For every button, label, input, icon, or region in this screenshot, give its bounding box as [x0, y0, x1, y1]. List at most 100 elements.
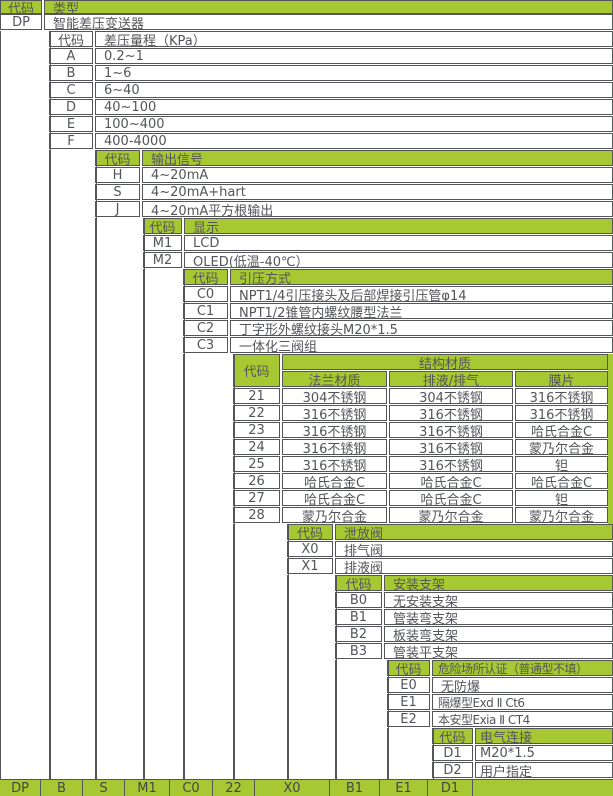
code-cell: J — [95, 201, 140, 217]
code-cell: B1 — [335, 609, 382, 625]
diaphragm-cell: 哈氏合金C — [515, 473, 608, 489]
desc-cell: 4~20mA+hart — [142, 184, 613, 200]
table-row: D2 用户指定 — [432, 762, 613, 778]
desc-cell: 板装弯支架 — [384, 626, 613, 642]
section-title: 泄放阀 — [335, 524, 613, 540]
drain-cell: 316不锈钢 — [389, 439, 513, 455]
table-row: 代码 类型 — [0, 0, 613, 14]
desc-cell: 无防爆 — [432, 677, 613, 693]
table-row: 25 316不锈钢 316不锈钢 钽 — [233, 456, 608, 472]
drain-cell: 哈氏合金C — [389, 473, 513, 489]
diaphragm-cell: 蒙乃尔合金 — [515, 439, 608, 455]
flange-cell: 哈氏合金C — [282, 473, 387, 489]
table-row: C3 一体化三阀组 — [183, 337, 613, 353]
flange-cell: 316不锈钢 — [282, 456, 387, 472]
flange-cell: 316不锈钢 — [282, 439, 387, 455]
table-row: M2 OLED(低温-40℃） — [143, 252, 613, 268]
table-row: 代码 显示 — [143, 218, 613, 234]
code-column-guide — [287, 575, 337, 779]
table-row: A 0.2~1 — [49, 48, 613, 64]
desc-cell: OLED(低温-40℃） — [184, 252, 613, 268]
desc-cell: 4~20mA — [142, 167, 613, 183]
diaphragm-cell: 蒙乃尔合金 — [515, 507, 608, 523]
desc-cell: 400-4000 — [95, 133, 613, 149]
column-header-code: 代码 — [233, 354, 280, 387]
section-title: 引压方式 — [230, 269, 613, 285]
code-column-guide — [95, 218, 145, 779]
code-cell: A — [49, 48, 93, 64]
drain-cell: 哈氏合金C — [389, 490, 513, 506]
flange-cell: 304不锈钢 — [282, 388, 387, 404]
desc-cell: 用户指定 — [475, 762, 613, 778]
table-row: C0 NPT1/4引压接头及后部焊接引压管φ14 — [183, 286, 613, 302]
table-row: S 4~20mA+hart — [95, 184, 613, 200]
summary-cell-bracket: B1 — [330, 780, 380, 796]
column-header-code: 代码 — [183, 269, 228, 285]
table-row: B 1~6 — [49, 65, 613, 81]
code-column-guide — [233, 524, 289, 779]
summary-cell-vent: X0 — [255, 780, 330, 796]
table-row: D1 M20*1.5 — [432, 745, 613, 761]
code-column-guide — [143, 269, 185, 779]
code-cell: D — [49, 99, 93, 115]
table-row: 代码 危险场所认证（普通型不填） — [387, 660, 613, 676]
summary-cell-hazard: E1 — [380, 780, 428, 796]
table-row: 28 蒙乃尔合金 蒙乃尔合金 蒙乃尔合金 — [233, 507, 608, 523]
summary-row: DP B S M1 C0 22 X0 B1 E1 D1 — [0, 779, 613, 796]
flange-cell: 316不锈钢 — [282, 405, 387, 421]
diaphragm-cell: 钽 — [515, 490, 608, 506]
code-cell: C0 — [183, 286, 228, 302]
desc-cell: NPT1/2锥管内螺纹腰型法兰 — [230, 303, 613, 319]
summary-cell-output: S — [83, 780, 125, 796]
column-header-code: 代码 — [387, 660, 430, 676]
code-column-guide — [0, 31, 51, 779]
table-row: M1 LCD — [143, 235, 613, 251]
summary-cell-type: DP — [0, 780, 41, 796]
table-row: B2 板装弯支架 — [335, 626, 613, 642]
table-row: B1 管装弯支架 — [335, 609, 613, 625]
column-header-code: 代码 — [432, 728, 473, 744]
code-cell: H — [95, 167, 140, 183]
summary-cell-empty — [473, 780, 613, 796]
code-cell: B2 — [335, 626, 382, 642]
desc-cell: 本安型Exia Ⅱ CT4 — [432, 711, 613, 727]
code-cell: E — [49, 116, 93, 132]
desc-cell: 6~40 — [95, 82, 613, 98]
table-row: C1 NPT1/2锥管内螺纹腰型法兰 — [183, 303, 613, 319]
code-cell: S — [95, 184, 140, 200]
drain-cell: 316不锈钢 — [389, 422, 513, 438]
desc-cell: 隔爆型Exd Ⅱ Ct6 — [432, 694, 613, 710]
desc-cell: LCD — [184, 235, 613, 251]
code-column-guide — [49, 150, 97, 779]
flange-cell: 哈氏合金C — [282, 490, 387, 506]
section-title: 电气连接 — [475, 728, 613, 744]
flange-cell: 蒙乃尔合金 — [282, 507, 387, 523]
code-cell: E2 — [387, 711, 430, 727]
table-row: 代码 安装支架 — [335, 575, 613, 591]
code-column-guide — [335, 660, 389, 779]
code-cell: 24 — [233, 439, 280, 455]
code-cell: C3 — [183, 337, 228, 353]
section-title: 输出信号 — [142, 150, 613, 166]
desc-cell: 100~400 — [95, 116, 613, 132]
desc-cell: 管装平支架 — [384, 643, 613, 659]
desc-cell: 无安装支架 — [384, 592, 613, 608]
diaphragm-cell: 钽 — [515, 456, 608, 472]
code-cell: DP — [0, 14, 42, 30]
table-row: 代码 泄放阀 — [287, 524, 613, 540]
drain-cell: 蒙乃尔合金 — [389, 507, 513, 523]
diaphragm-cell: 316不锈钢 — [515, 388, 608, 404]
column-header-drain-vent: 排液/排气 — [389, 371, 513, 387]
table-row: 21 304不锈钢 304不锈钢 316不锈钢 — [233, 388, 608, 404]
summary-cell-pressure: C0 — [170, 780, 213, 796]
code-cell: M2 — [143, 252, 182, 268]
desc-cell: 1~6 — [95, 65, 613, 81]
table-row: E 100~400 — [49, 116, 613, 132]
desc-cell: 管装弯支架 — [384, 609, 613, 625]
table-row: H 4~20mA — [95, 167, 613, 183]
table-row: C2 丁字形外螺纹接头M20*1.5 — [183, 320, 613, 336]
column-header-code: 代码 — [335, 575, 382, 591]
table-row: E2 本安型Exia Ⅱ CT4 — [387, 711, 613, 727]
column-header-code: 代码 — [95, 150, 140, 166]
table-row: X1 排液阀 — [287, 558, 613, 574]
